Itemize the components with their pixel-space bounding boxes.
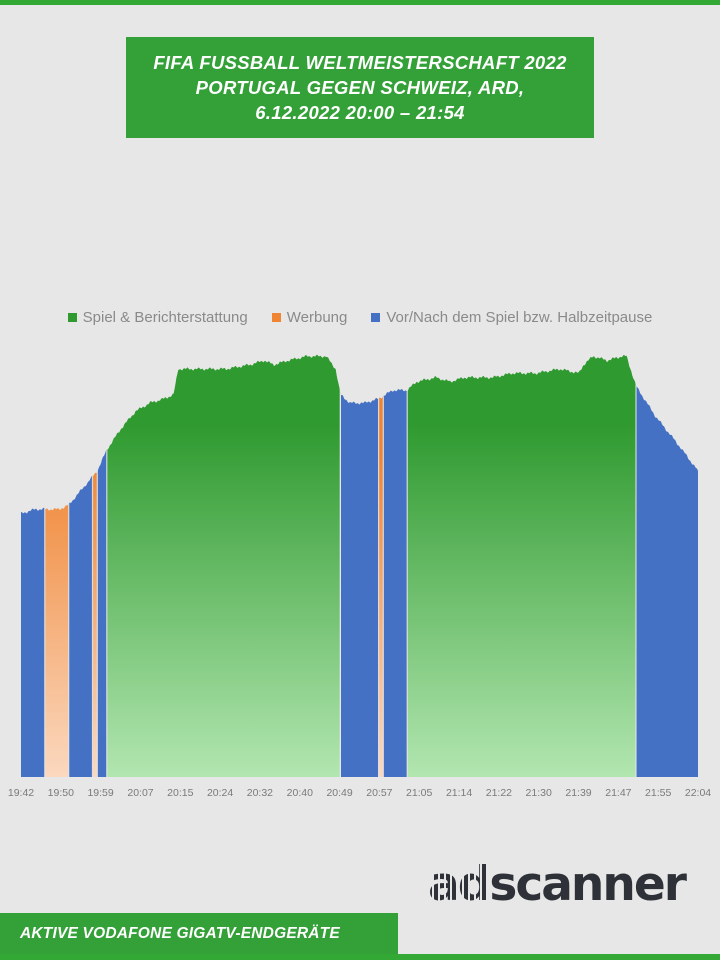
segment-7	[340, 354, 379, 777]
x-tick-label: 19:59	[87, 787, 113, 799]
x-tick-label: 19:50	[48, 787, 74, 799]
x-tick-label: 20:07	[127, 787, 153, 799]
x-axis-ticks: 19:42 19:50 19:59 20:07 20:15 20:24 20:32 20:40…	[8, 787, 711, 799]
segment-separator-9	[382, 354, 384, 777]
segment-3	[92, 354, 98, 777]
legend-swatch-vor-nach	[371, 312, 381, 322]
segment-separator-10	[406, 354, 408, 777]
legend-swatch-werbung	[271, 312, 281, 322]
segment-4	[97, 354, 107, 777]
x-tick-label: 21:39	[565, 787, 591, 799]
footer-caption: AKTIVE VODAFONE GIGATV-ENDGERÄTE	[0, 913, 398, 954]
x-tick-label: 20:15	[167, 787, 193, 799]
segment-separator-8	[378, 354, 380, 777]
x-tick-label: 20:32	[247, 787, 273, 799]
x-tick-label: 21:47	[605, 787, 631, 799]
legend-item-spiel: Spiel & Berichterstattung	[67, 308, 248, 326]
legend-label-werbung: Werbung	[286, 308, 348, 326]
legend-label-vor-nach: Vor/Nach dem Spiel bzw. Halbzeitpause	[386, 308, 653, 326]
top-accent-bar	[0, 0, 720, 5]
segment-0	[21, 354, 45, 777]
x-tick-label: 21:30	[526, 787, 552, 799]
logo-scanner: scanner	[489, 856, 687, 912]
x-tick-label: 20:49	[326, 787, 352, 799]
segment-8	[378, 354, 384, 777]
legend-label-spiel: Spiel & Berichterstattung	[82, 308, 248, 326]
legend-item-vor-nach: Vor/Nach dem Spiel bzw. Halbzeitpause	[371, 309, 652, 326]
x-tick-label: 20:57	[366, 787, 392, 799]
legend-swatch-spiel	[67, 312, 77, 322]
chart-title-box: FIFA FUSSBALL WELTMEISTERSCHAFT 2022 POR…	[126, 37, 594, 138]
x-tick-label: 20:24	[207, 787, 233, 799]
title-line-1: FIFA FUSSBALL WELTMEISTERSCHAFT 2022	[153, 52, 567, 73]
x-tick-label: 21:14	[446, 787, 472, 799]
title-line-2: PORTUGAL GEGEN SCHWEIZ, ARD,	[195, 77, 525, 98]
segment-1	[44, 354, 69, 777]
segment-11	[636, 354, 698, 777]
logo-ad: ad	[428, 856, 491, 912]
segment-2	[68, 354, 93, 777]
segment-separator-4	[96, 354, 98, 777]
bottom-accent-line	[0, 954, 720, 960]
segment-10	[407, 354, 636, 777]
x-tick-label: 21:55	[645, 787, 671, 799]
area-segments	[21, 354, 698, 777]
segment-5	[106, 354, 341, 777]
chart-legend: Spiel & Berichterstattung Werbung Vor/Na…	[0, 306, 720, 328]
x-tick-label: 19:42	[8, 787, 34, 799]
segment-separator-7	[339, 354, 341, 777]
viewership-area-chart: 19:42 19:50 19:59 20:07 20:15 20:24 20:32 20:40…	[8, 354, 711, 799]
adscanner-logo: ad scanner	[428, 856, 687, 912]
x-tick-label: 20:40	[287, 787, 313, 799]
x-tick-label: 21:22	[486, 787, 512, 799]
segment-separator-1	[44, 354, 46, 777]
x-tick-label: 22:04	[685, 787, 711, 799]
segment-separator-3	[91, 354, 94, 777]
segment-separator-5	[106, 354, 108, 777]
segment-9	[383, 354, 408, 777]
x-tick-label: 21:05	[406, 787, 432, 799]
segment-separator-11	[635, 354, 637, 777]
segment-separator-2	[68, 354, 70, 777]
legend-item-werbung: Werbung	[271, 308, 348, 326]
title-line-3: 6.12.2022 20:00 – 21:54	[255, 102, 465, 123]
